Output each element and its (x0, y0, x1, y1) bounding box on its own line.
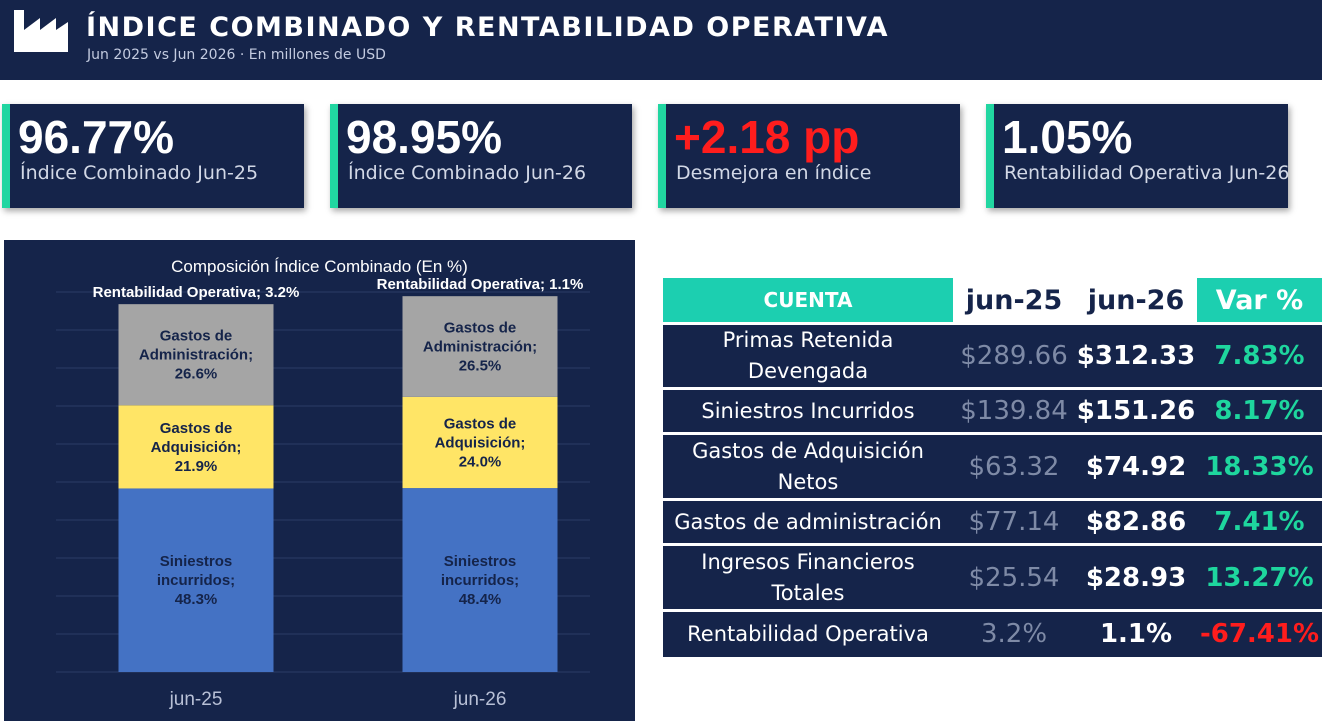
header-bar: ÍNDICE COMBINADO Y RENTABILIDAD OPERATIV… (0, 0, 1322, 80)
bar-segment-gastos-de-administración (402, 296, 558, 397)
data-label: Gastos de Adquisición; 24.0% (435, 415, 526, 470)
cell-jun25: $25.54 (953, 543, 1075, 611)
cell-jun26: $312.33 (1075, 322, 1197, 389)
kpi-card-desmejora: +2.18 pp Desmejora en índice (658, 104, 960, 208)
cell-jun25: $63.32 (953, 432, 1075, 500)
cell-cuenta: Gastos de Adquisición Netos (663, 432, 953, 500)
kpi-accent-bar (658, 104, 666, 208)
x-tick-label: jun-26 (453, 689, 507, 710)
cell-jun25: $289.66 (953, 322, 1075, 389)
table-header-row: CUENTA jun-25 jun-26 Var % (663, 278, 1322, 325)
chart-title: Composición Índice Combinado (En %) (171, 257, 468, 276)
cell-cuenta: Rentabilidad Operativa (663, 609, 953, 657)
cell-jun26: $82.86 (1075, 498, 1197, 545)
cell-var: 7.83% (1197, 322, 1322, 389)
cell-var: 18.33% (1197, 432, 1322, 500)
bar-segment-siniestros-incurridos (118, 488, 274, 672)
x-tick-label: jun-25 (169, 689, 223, 710)
table-row: Gastos de administración $77.14 $82.86 7… (663, 498, 1322, 545)
cell-jun25: $139.84 (953, 387, 1075, 434)
factory-icon (14, 10, 68, 52)
bar-segment-gastos-de-administración (118, 304, 274, 406)
cell-jun26: $74.92 (1075, 432, 1197, 500)
cell-jun26: 1.1% (1075, 609, 1197, 657)
kpi-value: 1.05% (1002, 111, 1133, 163)
data-label-rentabilidad: Rentabilidad Operativa; 1.1% (377, 276, 584, 293)
cell-var: -67.41% (1197, 609, 1322, 657)
kpi-accent-bar (2, 104, 10, 208)
kpi-value: 96.77% (18, 111, 175, 163)
cell-var: 13.27% (1197, 543, 1322, 611)
col-header-jun25: jun-25 (953, 278, 1075, 325)
stacked-bar-chart: Composición Índice Combinado (En %) Sinie… (56, 257, 590, 710)
chart-panel: Composición Índice Combinado (En %) Sinie… (4, 240, 635, 721)
kpi-label: Índice Combinado Jun-25 (20, 162, 259, 184)
kpi-value: +2.18 pp (674, 111, 860, 163)
cell-var: 7.41% (1197, 498, 1322, 545)
kpi-label: Rentabilidad Operativa Jun-26 (1004, 162, 1290, 184)
page-subtitle: Jun 2025 vs Jun 2026 · En millones de US… (87, 47, 386, 63)
data-label-rentabilidad: Rentabilidad Operativa; 3.2% (93, 284, 300, 301)
cell-cuenta: Gastos de administración (663, 498, 953, 545)
cell-cuenta: Ingresos Financieros Totales (663, 543, 953, 611)
table-row: Ingresos Financieros Totales $25.54 $28.… (663, 543, 1322, 611)
cell-jun26: $151.26 (1075, 387, 1197, 434)
data-label: Gastos de Administración; 26.5% (423, 320, 537, 375)
table-row: Siniestros Incurridos $139.84 $151.26 8.… (663, 387, 1322, 434)
kpi-value: 98.95% (346, 111, 503, 163)
data-label: Gastos de Adquisición; 21.9% (151, 420, 242, 475)
table-row: Primas Retenida Devengada $289.66 $312.3… (663, 322, 1322, 389)
bar-segment-gastos-de-adquisición (118, 405, 274, 489)
cell-jun25: 3.2% (953, 609, 1075, 657)
data-label: Gastos de Administración; 26.6% (139, 328, 253, 383)
kpi-card-ic-jun26: 98.95% Índice Combinado Jun-26 (330, 104, 632, 208)
kpi-card-ic-jun25: 96.77% Índice Combinado Jun-25 (2, 104, 304, 208)
cell-var: 8.17% (1197, 387, 1322, 434)
data-label: Siniestros incurridos; 48.3% (157, 553, 235, 608)
data-label: Siniestros incurridos; 48.4% (441, 553, 519, 608)
table-row: Rentabilidad Operativa 3.2% 1.1% -67.41% (663, 609, 1322, 657)
col-header-var: Var % (1197, 278, 1322, 324)
kpi-accent-bar (986, 104, 994, 208)
col-header-cuenta: CUENTA (663, 278, 953, 324)
page-title: ÍNDICE COMBINADO Y RENTABILIDAD OPERATIV… (86, 12, 889, 43)
table-row: Gastos de Adquisición Netos $63.32 $74.9… (663, 432, 1322, 500)
kpi-accent-bar (330, 104, 338, 208)
kpi-card-rentabilidad: 1.05% Rentabilidad Operativa Jun-26 (986, 104, 1290, 208)
cell-cuenta: Primas Retenida Devengada (663, 322, 953, 389)
bar-segment-siniestros-incurridos (402, 488, 558, 672)
bar-segment-gastos-de-adquisición (402, 396, 558, 489)
col-header-jun26: jun-26 (1075, 278, 1197, 325)
cell-jun25: $77.14 (953, 498, 1075, 545)
kpi-label: Índice Combinado Jun-26 (348, 162, 587, 184)
cell-cuenta: Siniestros Incurridos (663, 387, 953, 434)
cell-jun26: $28.93 (1075, 543, 1197, 611)
kpi-label: Desmejora en índice (676, 162, 872, 184)
accounts-table: CUENTA jun-25 jun-26 Var % Primas Reteni… (663, 278, 1322, 657)
